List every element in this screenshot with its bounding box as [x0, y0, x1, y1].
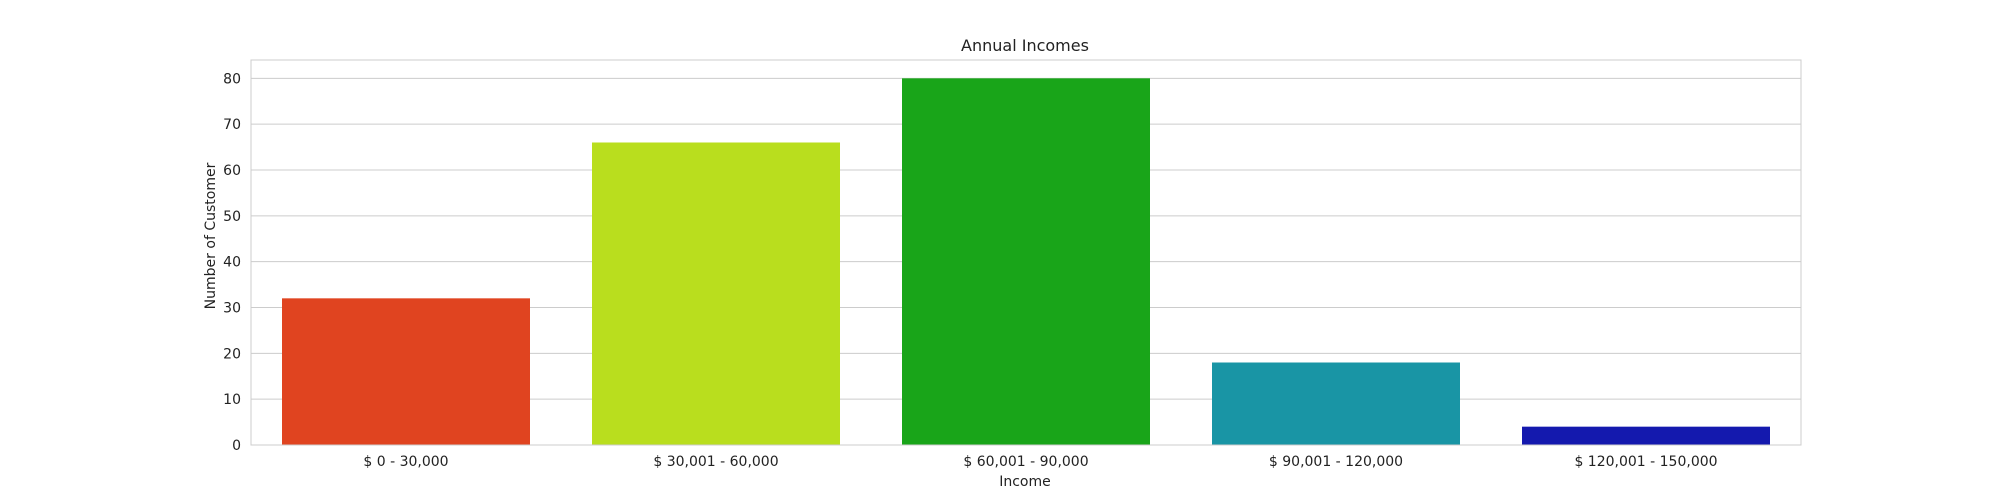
x-tick-label: $ 30,001 - 60,000	[653, 454, 778, 470]
y-tick-label: 50	[223, 209, 241, 225]
y-tick-label: 60	[223, 163, 241, 179]
x-axis-label: Income	[999, 474, 1051, 490]
x-tick-label: $ 0 - 30,000	[363, 454, 448, 470]
bar	[1522, 426, 1770, 445]
y-tick-label: 0	[232, 438, 241, 454]
y-axis-label: Number of Customer	[203, 162, 219, 309]
bar	[1212, 362, 1460, 445]
y-tick-label: 10	[223, 392, 241, 408]
y-axis-ticks: 0 10 20 30 40 50 60 70 80	[223, 71, 241, 454]
y-tick-label: 30	[223, 301, 241, 317]
chart-title: Annual Incomes	[961, 36, 1089, 55]
x-axis-ticks: $ 0 - 30,000 $ 30,001 - 60,000 $ 60,001 - …	[363, 454, 1717, 470]
y-tick-label: 20	[223, 346, 241, 362]
plot-frame	[250, 59, 1802, 446]
bar	[902, 78, 1150, 445]
y-tick-label: 40	[223, 255, 241, 271]
bars	[282, 78, 1770, 445]
y-tick-label: 70	[223, 117, 241, 133]
bar	[282, 298, 530, 445]
x-tick-label: $ 120,001 - 150,000	[1574, 454, 1717, 470]
x-tick-label: $ 60,001 - 90,000	[963, 454, 1088, 470]
x-tick-label: $ 90,001 - 120,000	[1269, 454, 1403, 470]
bar	[592, 142, 840, 445]
y-tick-label: 80	[223, 71, 241, 87]
